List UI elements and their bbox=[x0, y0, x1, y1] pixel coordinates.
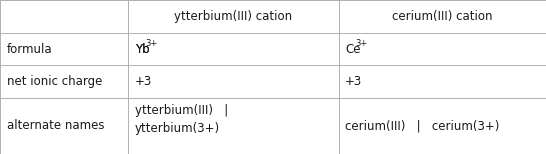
Text: Yb: Yb bbox=[135, 43, 150, 56]
Text: +3: +3 bbox=[135, 75, 152, 88]
Text: net ionic charge: net ionic charge bbox=[7, 75, 102, 88]
Text: alternate names: alternate names bbox=[7, 119, 104, 132]
Text: 3+: 3+ bbox=[355, 39, 368, 48]
Text: 3+: 3+ bbox=[145, 39, 158, 48]
Text: cerium(III) cation: cerium(III) cation bbox=[392, 10, 492, 23]
Text: +3: +3 bbox=[345, 75, 363, 88]
Text: Yb: Yb bbox=[135, 43, 150, 56]
Text: ytterbium(III)   |
ytterbium(3+): ytterbium(III) | ytterbium(3+) bbox=[135, 104, 228, 135]
Text: ytterbium(III) cation: ytterbium(III) cation bbox=[174, 10, 293, 23]
Text: formula: formula bbox=[7, 43, 52, 56]
Text: cerium(III)   |   cerium(3+): cerium(III) | cerium(3+) bbox=[345, 119, 500, 132]
Text: Ce: Ce bbox=[345, 43, 360, 56]
